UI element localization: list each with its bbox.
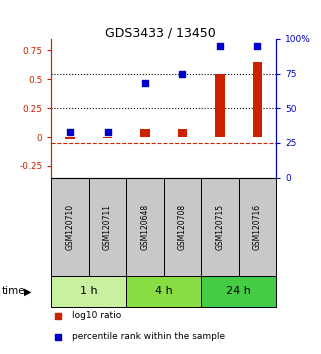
Point: [217, 43, 222, 49]
Point: [143, 80, 148, 86]
Text: percentile rank within the sample: percentile rank within the sample: [72, 332, 225, 341]
Text: 1 h: 1 h: [80, 286, 98, 297]
Text: GSM120716: GSM120716: [253, 204, 262, 250]
Bar: [164, 177, 201, 276]
Bar: [201, 177, 239, 276]
Text: GSM120710: GSM120710: [65, 204, 74, 250]
Bar: [89, 177, 126, 276]
Text: GSM120711: GSM120711: [103, 204, 112, 250]
Text: 24 h: 24 h: [226, 286, 251, 297]
Text: log10 ratio: log10 ratio: [72, 311, 121, 320]
Bar: [51, 177, 89, 276]
Text: GSM120708: GSM120708: [178, 204, 187, 250]
Bar: [65, 137, 75, 139]
Point: [105, 129, 110, 135]
Point: [255, 43, 260, 49]
Bar: [140, 129, 150, 137]
Bar: [215, 74, 225, 137]
Bar: [239, 177, 276, 276]
Bar: [126, 177, 164, 276]
Point: [67, 129, 73, 135]
Bar: [51, 276, 126, 307]
Point: [180, 71, 185, 76]
Text: GSM120648: GSM120648: [141, 204, 150, 250]
Bar: [201, 276, 276, 307]
Bar: [126, 276, 201, 307]
Text: GDS3433 / 13450: GDS3433 / 13450: [105, 27, 216, 40]
Bar: [103, 137, 112, 138]
Text: ▶: ▶: [23, 286, 31, 297]
Point: [56, 313, 61, 319]
Bar: [178, 129, 187, 137]
Text: time: time: [2, 286, 25, 297]
Point: [56, 334, 61, 340]
Bar: [253, 62, 262, 137]
Text: 4 h: 4 h: [155, 286, 173, 297]
Text: GSM120715: GSM120715: [215, 204, 224, 250]
